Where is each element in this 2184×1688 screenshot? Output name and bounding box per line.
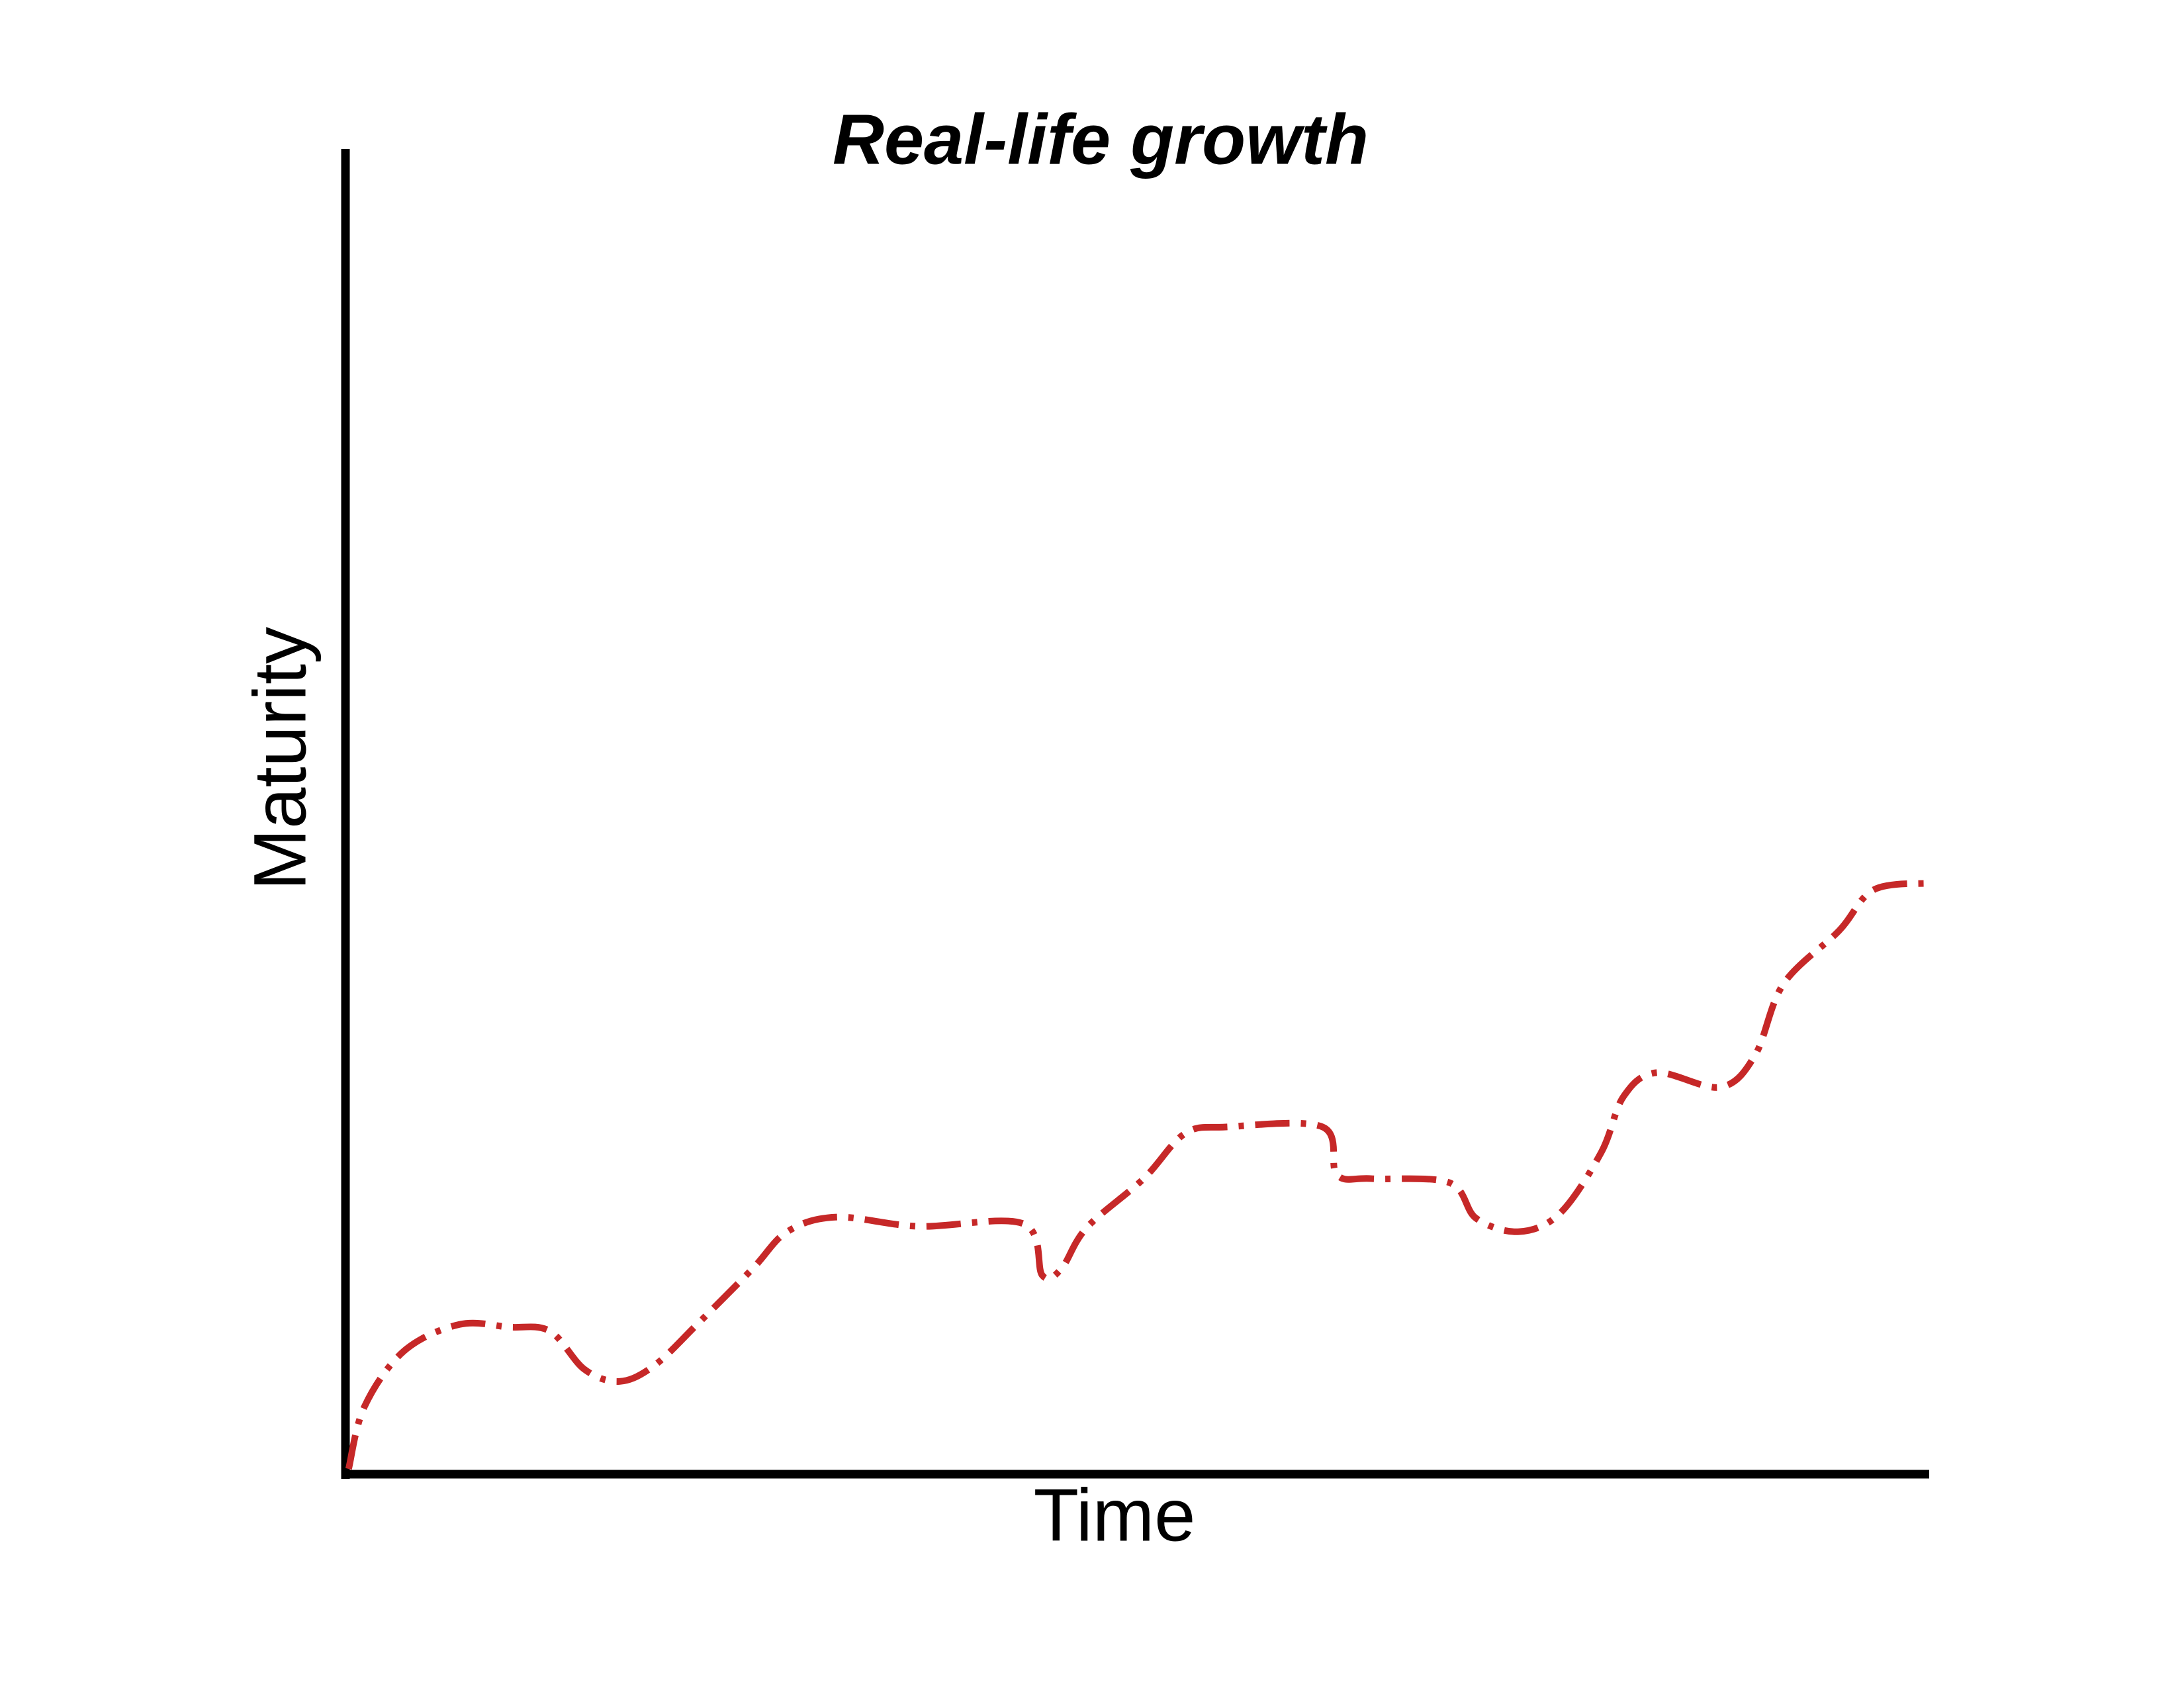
growth-line <box>345 880 1930 1470</box>
chart-title: Real-life growth <box>833 99 1369 179</box>
x-axis-label: Time <box>1034 1474 1196 1557</box>
y-axis-label: Maturity <box>239 627 322 890</box>
